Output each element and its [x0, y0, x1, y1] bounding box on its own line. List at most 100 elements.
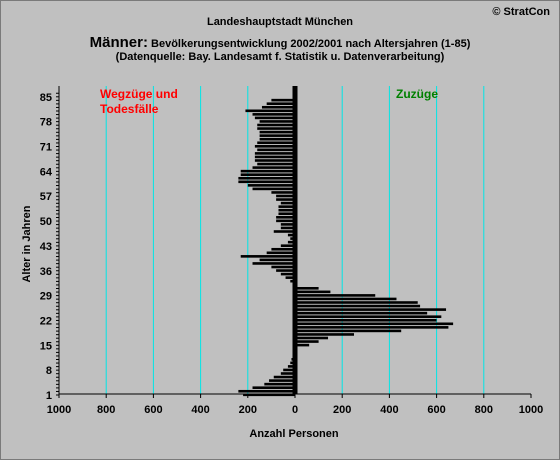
bar-age-35 [280, 272, 295, 276]
y-tick-label: 1 [46, 390, 52, 402]
bar-age-21 [295, 322, 454, 326]
bar-age-23 [295, 315, 442, 318]
bar-age-15 [295, 343, 310, 347]
bar-age-54 [278, 205, 295, 208]
bar-age-40 [240, 255, 295, 258]
bar-age-42 [271, 247, 295, 251]
chart-source: (Datenquelle: Bay. Landesamt f. Statisti… [115, 51, 445, 63]
bar-age-25 [295, 308, 447, 311]
bar-age-84 [271, 98, 295, 102]
subtitle-rest: Bevölkerungsentwicklung 2002/2001 nach A… [147, 38, 471, 50]
bar-age-6 [273, 375, 295, 379]
y-tick-label: 50 [40, 216, 52, 228]
bar-age-27 [295, 301, 418, 304]
bar-age-73 [259, 137, 295, 141]
y-tick-label: 71 [40, 142, 52, 154]
bar-age-60 [247, 184, 295, 187]
annotation-inflow: Zuzüge [396, 87, 438, 101]
bar-age-72 [257, 141, 295, 145]
bar-age-46 [287, 233, 295, 237]
bar-age-36 [276, 269, 295, 272]
bar-age-19 [295, 329, 402, 333]
bar-age-70 [257, 148, 295, 152]
x-axis-title: Anzahl Personen [249, 428, 339, 440]
grid-lines [105, 86, 485, 394]
bar-age-69 [254, 152, 295, 155]
annotation-outflow: Wegzüge und [100, 87, 178, 101]
y-tick-label: 36 [40, 266, 52, 278]
bar-age-43 [280, 244, 295, 247]
bar-age-3 [252, 386, 295, 389]
y-tick-label: 57 [40, 191, 52, 203]
bar-age-47 [273, 230, 295, 233]
bar-age-67 [254, 159, 295, 162]
bar-age-4 [264, 382, 295, 386]
bar-age-81 [245, 109, 295, 113]
x-tick-label: 600 [427, 404, 445, 416]
y-tick-label: 29 [40, 291, 52, 303]
x-tick-label: 0 [292, 404, 298, 416]
y-tick-label: 78 [40, 117, 52, 129]
bar-age-50 [276, 219, 295, 223]
bar-age-59 [252, 187, 295, 191]
bar-age-68 [254, 155, 295, 159]
bar-age-82 [261, 105, 295, 109]
annotation-outflow: Todesfälle [100, 102, 159, 116]
bar-age-49 [280, 223, 295, 226]
x-tick-label: 400 [380, 404, 398, 416]
bar-age-52 [278, 212, 295, 216]
bar-age-9 [287, 365, 295, 368]
bar-age-2 [238, 389, 295, 393]
bar-age-7 [280, 372, 295, 375]
bar-age-77 [257, 123, 295, 127]
bar-age-22 [295, 318, 437, 322]
y-tick-label: 64 [40, 166, 53, 178]
x-tick-label: 1000 [519, 404, 543, 416]
bar-age-83 [266, 102, 295, 105]
bar-age-16 [295, 340, 319, 343]
y-axis: 1 8 15 22 29 36 43 50 57 64 71 78 85 [40, 86, 60, 402]
x-tick-label: 200 [239, 404, 257, 416]
bar-age-51 [276, 216, 295, 219]
bar-age-71 [254, 145, 295, 148]
bar-age-66 [257, 162, 295, 166]
x-axis: 1000 800 600 400 200 0 200 400 600 800 1000 [47, 393, 543, 416]
bar-age-61 [238, 180, 295, 184]
bars [238, 86, 454, 397]
bar-age-75 [259, 130, 295, 134]
y-tick-label: 85 [40, 92, 52, 104]
bar-age-41 [266, 251, 295, 255]
y-tick-label: 43 [40, 241, 52, 253]
x-tick-label: 200 [333, 404, 351, 416]
bar-age-62 [238, 176, 295, 180]
y-tick-label: 22 [40, 315, 52, 327]
bar-age-1 [243, 393, 295, 397]
bar-age-76 [257, 127, 295, 130]
y-tick-label: 8 [46, 365, 52, 377]
bar-age-44 [287, 240, 295, 244]
bar-age-31 [295, 287, 319, 290]
bar-age-53 [278, 208, 295, 212]
bar-age-8 [283, 368, 295, 372]
chart-subtitle: Männer: Bevölkerungsentwicklung 2002/200… [0, 34, 560, 51]
bar-age-64 [240, 169, 295, 173]
x-tick-label: 800 [97, 404, 115, 416]
bar-age-28 [295, 297, 397, 301]
x-tick-label: 800 [475, 404, 493, 416]
bar-age-37 [271, 265, 295, 269]
y-tick-label: 15 [40, 340, 52, 352]
chart-title: Landeshauptstadt München [206, 16, 354, 28]
bar-age-39 [259, 258, 295, 262]
bar-age-63 [240, 173, 295, 176]
bar-age-48 [280, 226, 295, 230]
bar-age-65 [252, 166, 295, 169]
bar-age-80 [252, 113, 295, 116]
bar-age-56 [276, 198, 295, 201]
bar-age-29 [295, 294, 376, 297]
subtitle-lead: Männer: [89, 34, 148, 51]
bar-age-34 [285, 276, 295, 279]
bar-age-24 [295, 311, 428, 315]
bar-age-26 [295, 304, 421, 308]
